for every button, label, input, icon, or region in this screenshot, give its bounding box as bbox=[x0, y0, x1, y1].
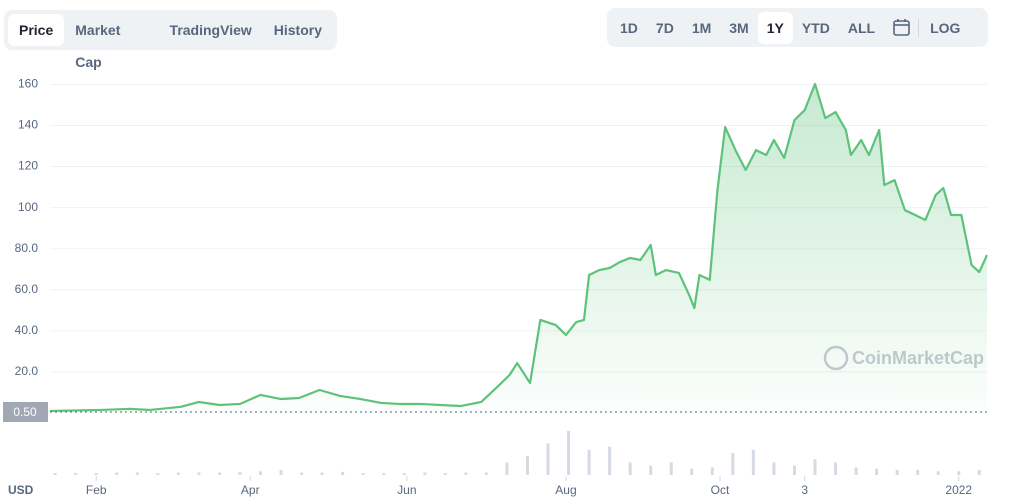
volume-bar bbox=[669, 462, 673, 475]
divider bbox=[918, 18, 920, 37]
volume-bar bbox=[710, 467, 714, 475]
y-tick-label: 40.0 bbox=[15, 323, 39, 337]
y-tick-label: 120 bbox=[18, 159, 38, 173]
volume-bar bbox=[74, 473, 78, 475]
volume-bar bbox=[854, 467, 858, 475]
volume-bar bbox=[423, 472, 427, 475]
range-button[interactable]: YTD bbox=[801, 19, 830, 36]
volume-bar bbox=[320, 472, 324, 475]
x-tick-label: Jun bbox=[397, 483, 416, 497]
volume-bar bbox=[834, 462, 838, 475]
price-area bbox=[50, 83, 987, 414]
range-button[interactable]: 3M bbox=[729, 19, 749, 36]
x-tick-label: Oct bbox=[711, 483, 730, 497]
calendar-icon[interactable] bbox=[884, 12, 918, 44]
volume-bar bbox=[156, 473, 160, 475]
volume-bar bbox=[977, 469, 981, 475]
volume-bar bbox=[505, 462, 509, 475]
volume-bar bbox=[525, 456, 529, 475]
y-tick-label: 140 bbox=[18, 118, 38, 132]
range-button[interactable]: 1M bbox=[691, 19, 712, 36]
volume-bar bbox=[916, 469, 920, 475]
volume-bar bbox=[94, 473, 98, 475]
volume-bar bbox=[772, 462, 776, 475]
volume-bar bbox=[731, 452, 735, 475]
volume-bar bbox=[300, 472, 304, 475]
volume-bar bbox=[792, 465, 796, 475]
volume-bar bbox=[690, 468, 694, 475]
log-button[interactable]: LOG bbox=[930, 19, 961, 36]
y-tick-label: 160 bbox=[18, 77, 38, 91]
volume-bar bbox=[341, 471, 345, 475]
volume-bar bbox=[751, 449, 755, 475]
volume-bar bbox=[361, 473, 365, 475]
x-tick-label: Feb bbox=[86, 483, 107, 497]
volume-bar bbox=[238, 471, 242, 475]
volume-bar bbox=[259, 471, 263, 475]
range-bar: 1D 7D 1M 3M 1Y YTD ALL LOG bbox=[607, 8, 988, 47]
range-button[interactable]: 1Y bbox=[757, 11, 793, 44]
tab[interactable]: Market Cap bbox=[75, 22, 121, 70]
y-tick-label: 20.0 bbox=[15, 364, 39, 378]
volume-bar bbox=[875, 468, 879, 475]
volume-bar bbox=[587, 449, 591, 475]
volume-bar bbox=[197, 472, 201, 475]
volume-bar bbox=[628, 462, 632, 475]
range-button[interactable]: ALL bbox=[847, 19, 876, 36]
range-button[interactable]: 1D bbox=[620, 19, 638, 36]
price-line bbox=[49, 82, 989, 413]
tab[interactable]: Price bbox=[8, 14, 65, 46]
y-tick-label: 100 bbox=[18, 200, 38, 214]
x-tick-label: 2022 bbox=[945, 483, 972, 497]
currency-label: USD bbox=[8, 483, 34, 497]
volume-bar bbox=[895, 469, 899, 475]
volume-bar bbox=[608, 446, 612, 475]
watermark-logo bbox=[823, 345, 849, 371]
watermark-text: CoinMarketCap bbox=[852, 348, 984, 368]
current-price-box bbox=[3, 401, 48, 422]
volume-bar bbox=[53, 473, 57, 475]
x-tick-label: Apr bbox=[241, 483, 260, 497]
volume-bar bbox=[443, 473, 447, 475]
volume-bar bbox=[957, 471, 961, 475]
current-price-label: 0.50 bbox=[13, 405, 37, 419]
volume-bar bbox=[279, 469, 283, 475]
volume-bar bbox=[115, 472, 119, 475]
tab[interactable]: TradingView bbox=[169, 22, 252, 38]
y-tick-label: 60.0 bbox=[15, 282, 39, 296]
tab[interactable]: History bbox=[273, 22, 322, 38]
volume-bar bbox=[567, 430, 571, 475]
volume-bar bbox=[936, 471, 940, 475]
range-button[interactable]: 7D bbox=[655, 19, 674, 36]
volume-bar bbox=[464, 472, 468, 475]
volume-bar bbox=[176, 472, 180, 475]
volume-bar bbox=[135, 472, 139, 475]
x-tick-label: 3 bbox=[801, 483, 808, 497]
x-tick-label: Aug bbox=[555, 483, 576, 497]
volume-bar bbox=[649, 465, 653, 475]
volume-bar bbox=[484, 472, 488, 475]
tab-bar: Price Market Cap TradingView History bbox=[4, 10, 337, 70]
volume-bar bbox=[382, 473, 386, 475]
volume-bar bbox=[546, 443, 550, 475]
volume-bar bbox=[217, 472, 221, 475]
y-tick-label: 80.0 bbox=[15, 241, 39, 255]
volume-bar bbox=[402, 473, 406, 475]
volume-bar bbox=[813, 459, 817, 475]
